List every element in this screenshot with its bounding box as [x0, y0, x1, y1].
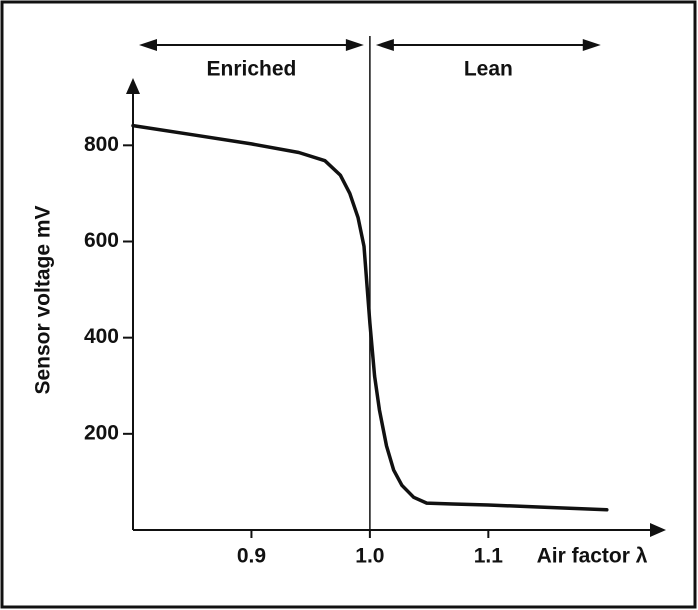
region-label: Lean — [464, 58, 513, 81]
arrow-head — [582, 39, 601, 51]
x-axis-arrow — [650, 523, 666, 537]
arrow-head — [375, 39, 394, 51]
y-tick-label: 600 — [84, 229, 119, 252]
y-tick-label: 400 — [84, 325, 119, 348]
x-tick-label: 1.1 — [474, 545, 504, 568]
y-axis-arrow — [126, 78, 140, 94]
y-tick-label: 800 — [84, 133, 119, 156]
region-label: Enriched — [207, 58, 297, 81]
data-line — [131, 123, 609, 512]
y-tick-label: 200 — [84, 421, 119, 444]
x-tick-label: 0.9 — [237, 545, 266, 568]
x-tick-label: 1.0 — [355, 545, 384, 568]
arrow-head — [345, 39, 364, 51]
x-axis-label: Air factor λ — [537, 545, 648, 568]
arrow-head — [139, 39, 157, 51]
y-axis-label: Sensor voltage mV — [32, 205, 55, 394]
